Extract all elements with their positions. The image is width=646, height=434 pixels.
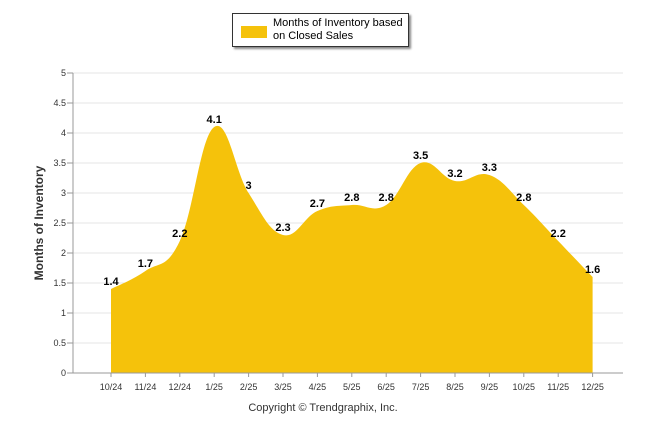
x-tick-label: 12/25 (581, 382, 604, 392)
y-axis-title: Months of Inventory (32, 165, 46, 280)
x-tick-label: 1/25 (205, 382, 223, 392)
data-label: 4.1 (207, 114, 222, 126)
copyright-footer: Copyright © Trendgraphix, Inc. (248, 402, 398, 414)
y-tick-label: 0 (61, 368, 66, 378)
data-label: 3 (246, 180, 252, 192)
x-tick-label: 6/25 (377, 382, 395, 392)
y-tick-label: 4 (61, 128, 66, 138)
data-label: 2.2 (172, 228, 187, 240)
data-label: 2.3 (275, 222, 290, 234)
y-tick-label: 1 (61, 308, 66, 318)
data-label: 1.7 (138, 258, 153, 270)
data-label: 2.2 (551, 228, 566, 240)
data-label: 2.8 (516, 192, 531, 204)
x-tick-label: 4/25 (309, 382, 327, 392)
x-tick-label: 10/25 (513, 382, 536, 392)
x-tick-label: 12/24 (169, 382, 192, 392)
x-tick-label: 9/25 (481, 382, 499, 392)
data-label: 2.8 (344, 192, 359, 204)
y-tick-label: 3 (61, 188, 66, 198)
x-tick-label: 2/25 (240, 382, 258, 392)
x-tick-label: 5/25 (343, 382, 361, 392)
y-tick-label: 2 (61, 248, 66, 258)
legend[interactable]: Months of Inventory based on Closed Sale… (232, 13, 409, 47)
data-label: 1.6 (585, 264, 600, 276)
x-tick-label: 7/25 (412, 382, 430, 392)
y-tick-label: 2.5 (53, 218, 66, 228)
data-labels: 1.4 1.7 2.2 4.1 3 2.3 2.7 2.8 2.8 3.5 3.2 3.3 2.8 2.2… (103, 114, 600, 288)
y-tick-label: 0.5 (53, 338, 66, 348)
data-label: 3.5 (413, 150, 428, 162)
y-tick-label: 3.5 (53, 158, 66, 168)
y-tick-label: 4.5 (53, 98, 66, 108)
x-tick-label: 10/24 (100, 382, 123, 392)
data-label: 1.4 (103, 276, 119, 288)
x-tick-label: 3/25 (274, 382, 292, 392)
x-tick-label: 11/25 (547, 382, 569, 392)
data-label: 2.7 (310, 198, 325, 210)
x-tick-label: 8/25 (446, 382, 464, 392)
area-fill (111, 125, 593, 373)
y-tick-label: 5 (61, 68, 66, 78)
data-label: 3.3 (482, 162, 497, 174)
legend-label: Months of Inventory based on Closed Sale… (273, 17, 403, 42)
legend-swatch (241, 26, 267, 38)
data-label: 3.2 (447, 168, 462, 180)
data-label: 2.8 (379, 192, 394, 204)
x-tick-label: 11/24 (134, 382, 156, 392)
area-series (111, 125, 593, 373)
y-tick-label: 1.5 (53, 278, 66, 288)
axes: 0 0.5 1 1.5 2 2.5 3 3.5 4 4.5 5 10/24 11/24 12/24 1/25… (53, 68, 623, 392)
